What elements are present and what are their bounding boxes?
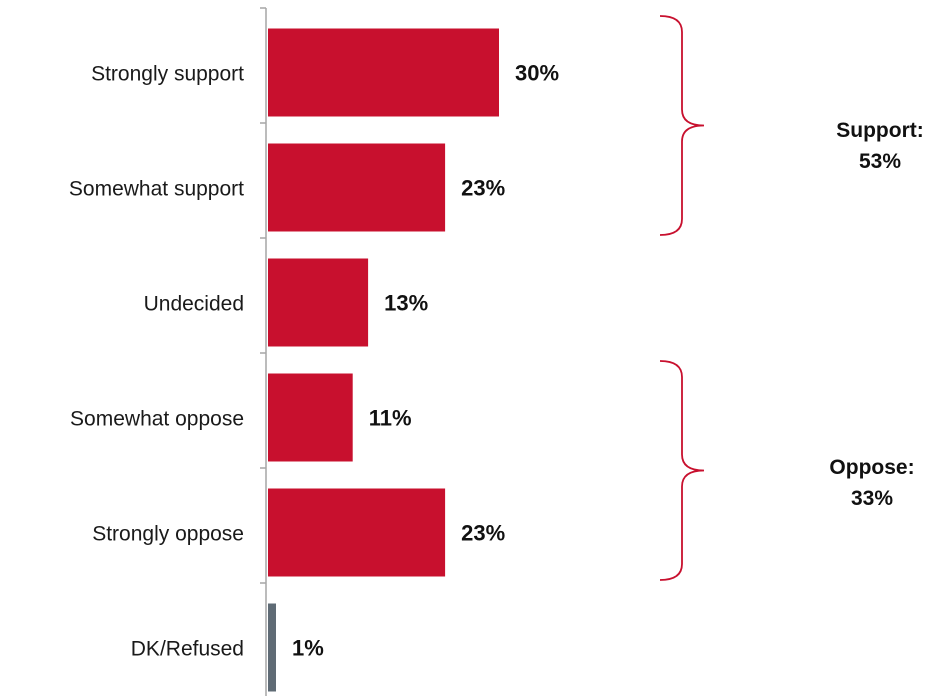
bar-somewhat-support	[268, 143, 446, 232]
value-label-somewhat-support: 23%	[461, 176, 505, 201]
bar-strongly-support	[268, 28, 499, 117]
bar-layer: Strongly support 30% Somewhat support 23% Un…	[69, 28, 559, 692]
category-label-undecided: Undecided	[144, 293, 244, 316]
value-label-undecided: 13%	[384, 291, 428, 316]
bar-dk-refused	[268, 603, 276, 692]
category-label-strongly-support: Strongly support	[91, 63, 244, 86]
value-label-dk-refused: 1%	[292, 636, 324, 661]
group-label-layer: Support: 53% Oppose: 33%	[829, 119, 923, 510]
oppose-group-total: 33%	[851, 487, 893, 510]
support-group-title: Support:	[836, 119, 923, 142]
axis-layer	[260, 7, 267, 696]
bracket-support	[659, 15, 705, 236]
category-label-somewhat-oppose: Somewhat oppose	[70, 408, 244, 431]
bar-undecided	[268, 258, 369, 347]
category-label-somewhat-support: Somewhat support	[69, 178, 244, 201]
value-label-strongly-support: 30%	[515, 61, 559, 86]
support-group-total: 53%	[859, 150, 901, 173]
bracket-layer	[659, 15, 705, 581]
value-label-somewhat-oppose: 11%	[369, 406, 412, 431]
category-label-dk-refused: DK/Refused	[131, 638, 244, 661]
category-label-strongly-oppose: Strongly oppose	[92, 523, 244, 546]
bar-somewhat-oppose	[268, 373, 353, 462]
bar-strongly-oppose	[268, 488, 446, 577]
bracket-oppose	[659, 360, 705, 581]
value-label-strongly-oppose: 23%	[461, 521, 505, 546]
oppose-group-title: Oppose:	[829, 456, 914, 479]
